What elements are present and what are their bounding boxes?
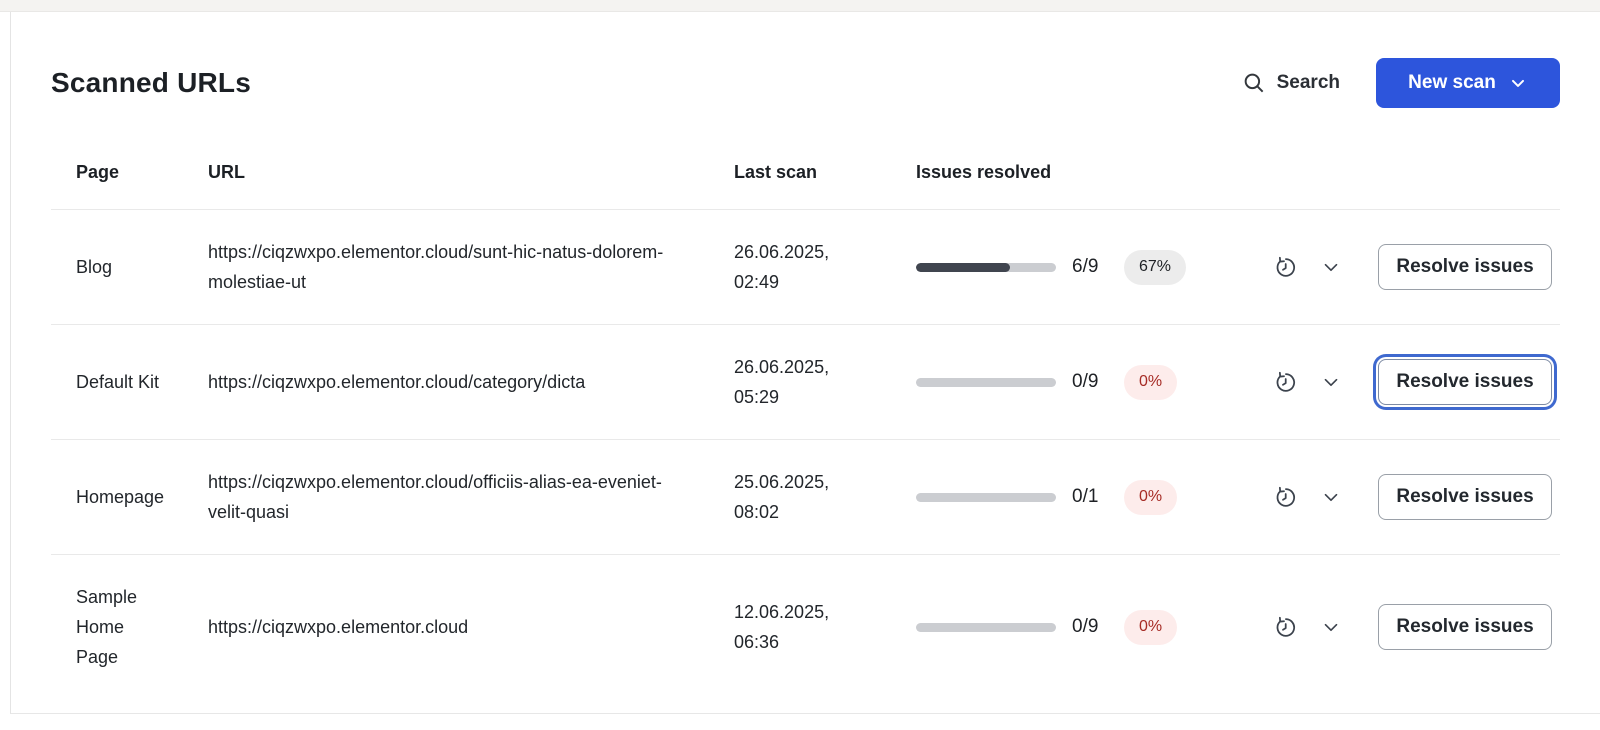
- progress-bar: [916, 492, 1056, 502]
- chevron-down-icon: [1508, 73, 1528, 93]
- url-text: https://ciqzwxpo.elementor.cloud/sunt-hi…: [208, 242, 664, 292]
- url-cell: https://ciqzwxpo.elementor.cloud: [208, 612, 734, 642]
- column-header-url: URL: [208, 162, 245, 182]
- panel-header: Scanned URLs Search New scan: [11, 12, 1600, 108]
- chevron-down-icon: [1320, 616, 1342, 638]
- scan-history-button[interactable]: [1271, 613, 1300, 642]
- expand-row-button[interactable]: [1318, 254, 1344, 280]
- page-name: Sample Home Page: [76, 587, 138, 667]
- url-text: https://ciqzwxpo.elementor.cloud/categor…: [208, 372, 586, 392]
- last-scan-text: 26.06.2025, 05:29: [734, 357, 830, 407]
- url-text: https://ciqzwxpo.elementor.cloud: [208, 617, 469, 637]
- resolved-ratio: 6/9: [1072, 256, 1099, 277]
- scan-history-button[interactable]: [1271, 253, 1300, 282]
- scan-history-icon: [1273, 370, 1298, 395]
- url-cell: https://ciqzwxpo.elementor.cloud/categor…: [208, 367, 734, 397]
- issues-resolved-cell: 0/1 0%: [916, 479, 1246, 515]
- scanned-urls-panel: Scanned URLs Search New scan: [10, 12, 1600, 714]
- table-row: Blog https://ciqzwxpo.elementor.cloud/su…: [51, 209, 1560, 324]
- resolved-ratio: 0/9: [1072, 616, 1099, 637]
- page-title: Scanned URLs: [51, 67, 251, 98]
- resolve-issues-button[interactable]: Resolve issues: [1378, 474, 1552, 520]
- scan-history-button[interactable]: [1271, 483, 1300, 512]
- issues-resolved-cell: 6/9 67%: [916, 249, 1246, 285]
- page-name: Homepage: [76, 487, 165, 507]
- row-actions: Resolve issues: [1246, 474, 1560, 520]
- chevron-down-icon: [1320, 256, 1342, 278]
- percent-badge: 0%: [1124, 479, 1178, 515]
- row-actions: Resolve issues: [1246, 244, 1560, 290]
- new-scan-button[interactable]: New scan: [1376, 58, 1560, 108]
- page-name: Default Kit: [76, 372, 160, 392]
- progress-bar: [916, 377, 1056, 387]
- column-header-issues-resolved: Issues resolved: [916, 162, 1052, 182]
- page-name: Blog: [76, 257, 113, 277]
- scan-history-button[interactable]: [1271, 368, 1300, 397]
- percent-badge: 0%: [1124, 609, 1178, 645]
- issues-resolved-cell: 0/9 0%: [916, 609, 1246, 645]
- search-button[interactable]: Search: [1241, 70, 1340, 96]
- progress-bar: [916, 622, 1056, 632]
- page-name-cell: Homepage: [51, 482, 208, 512]
- column-header-page: Page: [76, 162, 120, 182]
- expand-row-button[interactable]: [1318, 369, 1344, 395]
- scanned-urls-table: Page URL Last scan Issues resolved Blog …: [11, 162, 1600, 699]
- table-row: Sample Home Page https://ciqzwxpo.elemen…: [51, 554, 1560, 699]
- percent-badge: 0%: [1124, 364, 1178, 400]
- url-cell: https://ciqzwxpo.elementor.cloud/officii…: [208, 467, 734, 527]
- column-header-last-scan: Last scan: [734, 162, 818, 182]
- last-scan-text: 26.06.2025, 02:49: [734, 242, 830, 292]
- chevron-down-icon: [1320, 486, 1342, 508]
- header-actions: Search New scan: [1241, 58, 1560, 108]
- row-actions: Resolve issues: [1246, 604, 1560, 650]
- url-text: https://ciqzwxpo.elementor.cloud/officii…: [208, 472, 662, 522]
- search-label: Search: [1276, 72, 1340, 93]
- issues-resolved-cell: 0/9 0%: [916, 364, 1246, 400]
- table-header-row: Page URL Last scan Issues resolved: [51, 162, 1560, 209]
- expand-row-button[interactable]: [1318, 614, 1344, 640]
- table-body: Blog https://ciqzwxpo.elementor.cloud/su…: [11, 209, 1600, 699]
- last-scan-text: 25.06.2025, 08:02: [734, 472, 830, 522]
- scan-history-icon: [1273, 615, 1298, 640]
- search-icon: [1241, 70, 1267, 96]
- expand-row-button[interactable]: [1318, 484, 1344, 510]
- resolved-ratio: 0/9: [1072, 371, 1099, 392]
- top-strip: [0, 0, 1600, 12]
- resolve-issues-button[interactable]: Resolve issues: [1378, 359, 1552, 405]
- resolve-issues-button[interactable]: Resolve issues: [1378, 604, 1552, 650]
- table-row: Homepage https://ciqzwxpo.elementor.clou…: [51, 439, 1560, 554]
- last-scan-text: 12.06.2025, 06:36: [734, 602, 830, 652]
- chevron-down-icon: [1320, 371, 1342, 393]
- last-scan-cell: 26.06.2025, 02:49: [734, 237, 916, 297]
- url-cell: https://ciqzwxpo.elementor.cloud/sunt-hi…: [208, 237, 734, 297]
- last-scan-cell: 25.06.2025, 08:02: [734, 467, 916, 527]
- last-scan-cell: 12.06.2025, 06:36: [734, 597, 916, 657]
- percent-badge: 67%: [1124, 249, 1187, 285]
- new-scan-label: New scan: [1408, 72, 1496, 93]
- progress-bar-fill: [916, 262, 1010, 272]
- row-actions: Resolve issues: [1246, 359, 1560, 405]
- resolved-ratio: 0/1: [1072, 486, 1099, 507]
- page-name-cell: Blog: [51, 252, 208, 282]
- page-name-cell: Default Kit: [51, 367, 208, 397]
- scan-history-icon: [1273, 485, 1298, 510]
- progress-bar: [916, 262, 1056, 272]
- table-row: Default Kit https://ciqzwxpo.elementor.c…: [51, 324, 1560, 439]
- last-scan-cell: 26.06.2025, 05:29: [734, 352, 916, 412]
- page-name-cell: Sample Home Page: [51, 582, 208, 672]
- scan-history-icon: [1273, 255, 1298, 280]
- resolve-issues-button[interactable]: Resolve issues: [1378, 244, 1552, 290]
